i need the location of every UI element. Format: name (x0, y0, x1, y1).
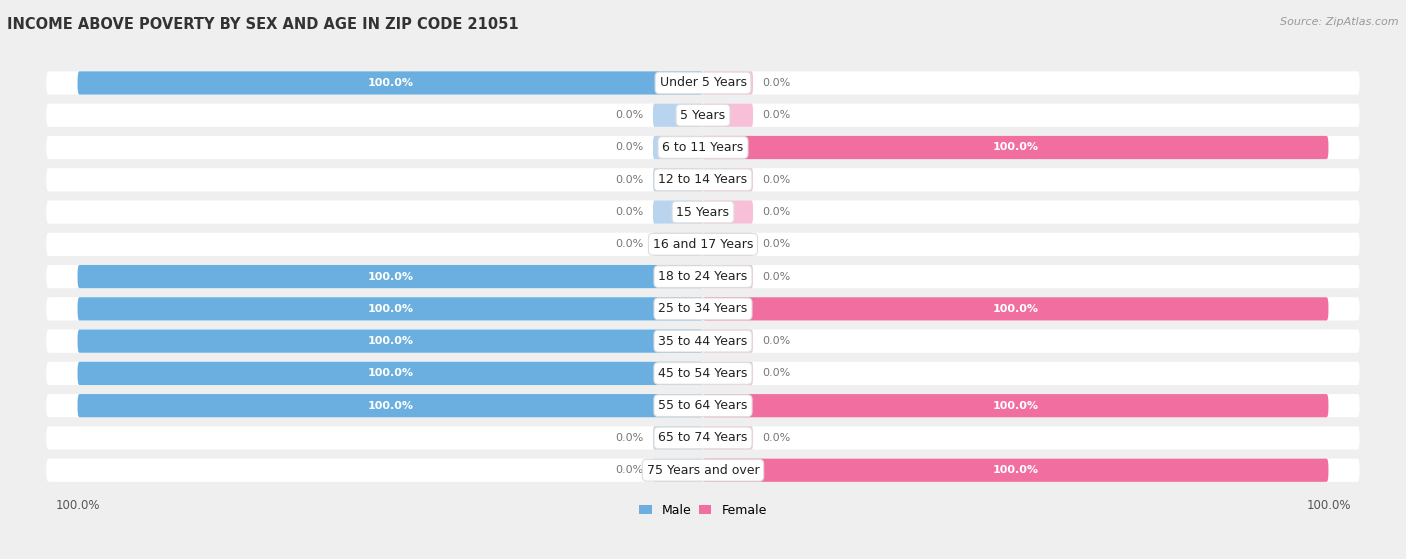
Text: INCOME ABOVE POVERTY BY SEX AND AGE IN ZIP CODE 21051: INCOME ABOVE POVERTY BY SEX AND AGE IN Z… (7, 17, 519, 32)
Text: 100.0%: 100.0% (367, 272, 413, 282)
Text: 100.0%: 100.0% (367, 401, 413, 411)
Text: 5 Years: 5 Years (681, 109, 725, 122)
Text: Source: ZipAtlas.com: Source: ZipAtlas.com (1281, 17, 1399, 27)
FancyBboxPatch shape (652, 136, 703, 159)
Text: 18 to 24 Years: 18 to 24 Years (658, 270, 748, 283)
FancyBboxPatch shape (46, 394, 1360, 418)
Text: 16 and 17 Years: 16 and 17 Years (652, 238, 754, 251)
FancyBboxPatch shape (46, 297, 1360, 320)
Text: 100.0%: 100.0% (993, 465, 1039, 475)
Text: 6 to 11 Years: 6 to 11 Years (662, 141, 744, 154)
FancyBboxPatch shape (652, 168, 703, 191)
Text: 75 Years and over: 75 Years and over (647, 464, 759, 477)
Text: 0.0%: 0.0% (616, 465, 644, 475)
FancyBboxPatch shape (46, 458, 1360, 482)
Text: 65 to 74 Years: 65 to 74 Years (658, 432, 748, 444)
FancyBboxPatch shape (703, 329, 754, 353)
Text: 0.0%: 0.0% (762, 207, 790, 217)
Text: 0.0%: 0.0% (616, 143, 644, 153)
FancyBboxPatch shape (703, 265, 754, 288)
FancyBboxPatch shape (652, 233, 703, 256)
Text: 0.0%: 0.0% (762, 433, 790, 443)
FancyBboxPatch shape (703, 297, 1329, 320)
FancyBboxPatch shape (703, 233, 754, 256)
FancyBboxPatch shape (46, 168, 1360, 191)
FancyBboxPatch shape (46, 265, 1360, 288)
Text: 0.0%: 0.0% (762, 368, 790, 378)
Text: Under 5 Years: Under 5 Years (659, 77, 747, 89)
Text: 0.0%: 0.0% (616, 239, 644, 249)
Text: 0.0%: 0.0% (616, 433, 644, 443)
FancyBboxPatch shape (703, 103, 754, 127)
FancyBboxPatch shape (77, 72, 703, 94)
FancyBboxPatch shape (652, 103, 703, 127)
FancyBboxPatch shape (46, 136, 1360, 159)
FancyBboxPatch shape (652, 458, 703, 482)
Text: 100.0%: 100.0% (367, 78, 413, 88)
FancyBboxPatch shape (703, 168, 754, 191)
FancyBboxPatch shape (703, 136, 1329, 159)
Text: 25 to 34 Years: 25 to 34 Years (658, 302, 748, 315)
Text: 0.0%: 0.0% (762, 272, 790, 282)
FancyBboxPatch shape (46, 233, 1360, 256)
Legend: Male, Female: Male, Female (634, 499, 772, 522)
Text: 0.0%: 0.0% (762, 110, 790, 120)
FancyBboxPatch shape (703, 394, 1329, 418)
FancyBboxPatch shape (77, 265, 703, 288)
FancyBboxPatch shape (46, 201, 1360, 224)
Text: 0.0%: 0.0% (616, 175, 644, 185)
FancyBboxPatch shape (703, 362, 754, 385)
FancyBboxPatch shape (703, 201, 754, 224)
Text: 100.0%: 100.0% (993, 401, 1039, 411)
Text: 100.0%: 100.0% (367, 336, 413, 346)
FancyBboxPatch shape (77, 394, 703, 418)
FancyBboxPatch shape (77, 297, 703, 320)
Text: 35 to 44 Years: 35 to 44 Years (658, 335, 748, 348)
FancyBboxPatch shape (652, 201, 703, 224)
FancyBboxPatch shape (703, 427, 754, 449)
FancyBboxPatch shape (46, 427, 1360, 449)
FancyBboxPatch shape (703, 72, 754, 94)
Text: 55 to 64 Years: 55 to 64 Years (658, 399, 748, 412)
Text: 12 to 14 Years: 12 to 14 Years (658, 173, 748, 186)
Text: 0.0%: 0.0% (616, 207, 644, 217)
Text: 100.0%: 100.0% (367, 368, 413, 378)
Text: 100.0%: 100.0% (367, 304, 413, 314)
FancyBboxPatch shape (46, 329, 1360, 353)
Text: 0.0%: 0.0% (616, 110, 644, 120)
FancyBboxPatch shape (46, 103, 1360, 127)
Text: 0.0%: 0.0% (762, 175, 790, 185)
Text: 15 Years: 15 Years (676, 206, 730, 219)
FancyBboxPatch shape (46, 362, 1360, 385)
FancyBboxPatch shape (46, 72, 1360, 94)
FancyBboxPatch shape (703, 458, 1329, 482)
Text: 45 to 54 Years: 45 to 54 Years (658, 367, 748, 380)
FancyBboxPatch shape (77, 329, 703, 353)
FancyBboxPatch shape (652, 427, 703, 449)
Text: 0.0%: 0.0% (762, 239, 790, 249)
FancyBboxPatch shape (77, 362, 703, 385)
Text: 0.0%: 0.0% (762, 336, 790, 346)
Text: 100.0%: 100.0% (993, 304, 1039, 314)
Text: 0.0%: 0.0% (762, 78, 790, 88)
Text: 100.0%: 100.0% (993, 143, 1039, 153)
